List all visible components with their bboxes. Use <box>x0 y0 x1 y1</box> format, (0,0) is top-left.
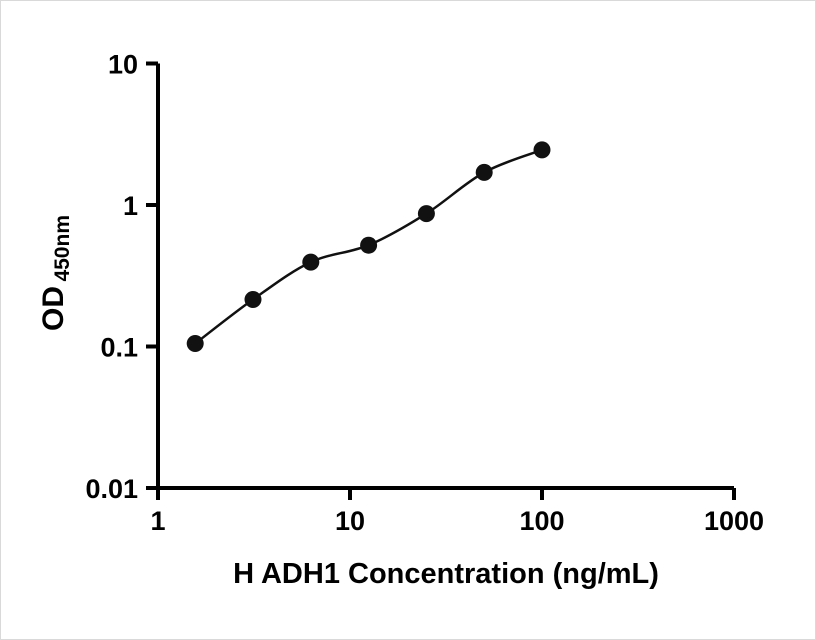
x-tick-label: 10 <box>335 506 365 536</box>
data-point <box>475 163 493 181</box>
data-point <box>244 291 262 308</box>
y-tick-label: 10 <box>108 50 138 80</box>
data-point <box>533 141 551 159</box>
x-axis-label: H ADH1 Concentration (ng/mL) <box>233 558 659 590</box>
x-tick-label: 1 <box>150 506 165 536</box>
ticks-group <box>146 61 736 500</box>
x-tick-label: 100 <box>519 506 564 536</box>
y-tick-label: 0.1 <box>100 333 138 363</box>
axes-group <box>156 63 734 490</box>
data-point <box>360 236 378 254</box>
y-axis-label-main: OD <box>37 286 70 331</box>
y-tick-label: 0.01 <box>85 474 138 504</box>
y-axis-label-subscript: 450nm <box>51 215 74 282</box>
tick-labels-group: 0.01 0.1 1 10 1 10 100 1000 <box>85 50 764 537</box>
y-tick-label: 1 <box>123 191 138 221</box>
x-tick-label: 1000 <box>704 506 764 536</box>
data-points-group <box>186 141 551 352</box>
y-axis-label: OD 450nm <box>37 215 74 331</box>
data-point <box>417 205 435 223</box>
data-point <box>302 253 320 271</box>
data-point <box>186 335 204 352</box>
